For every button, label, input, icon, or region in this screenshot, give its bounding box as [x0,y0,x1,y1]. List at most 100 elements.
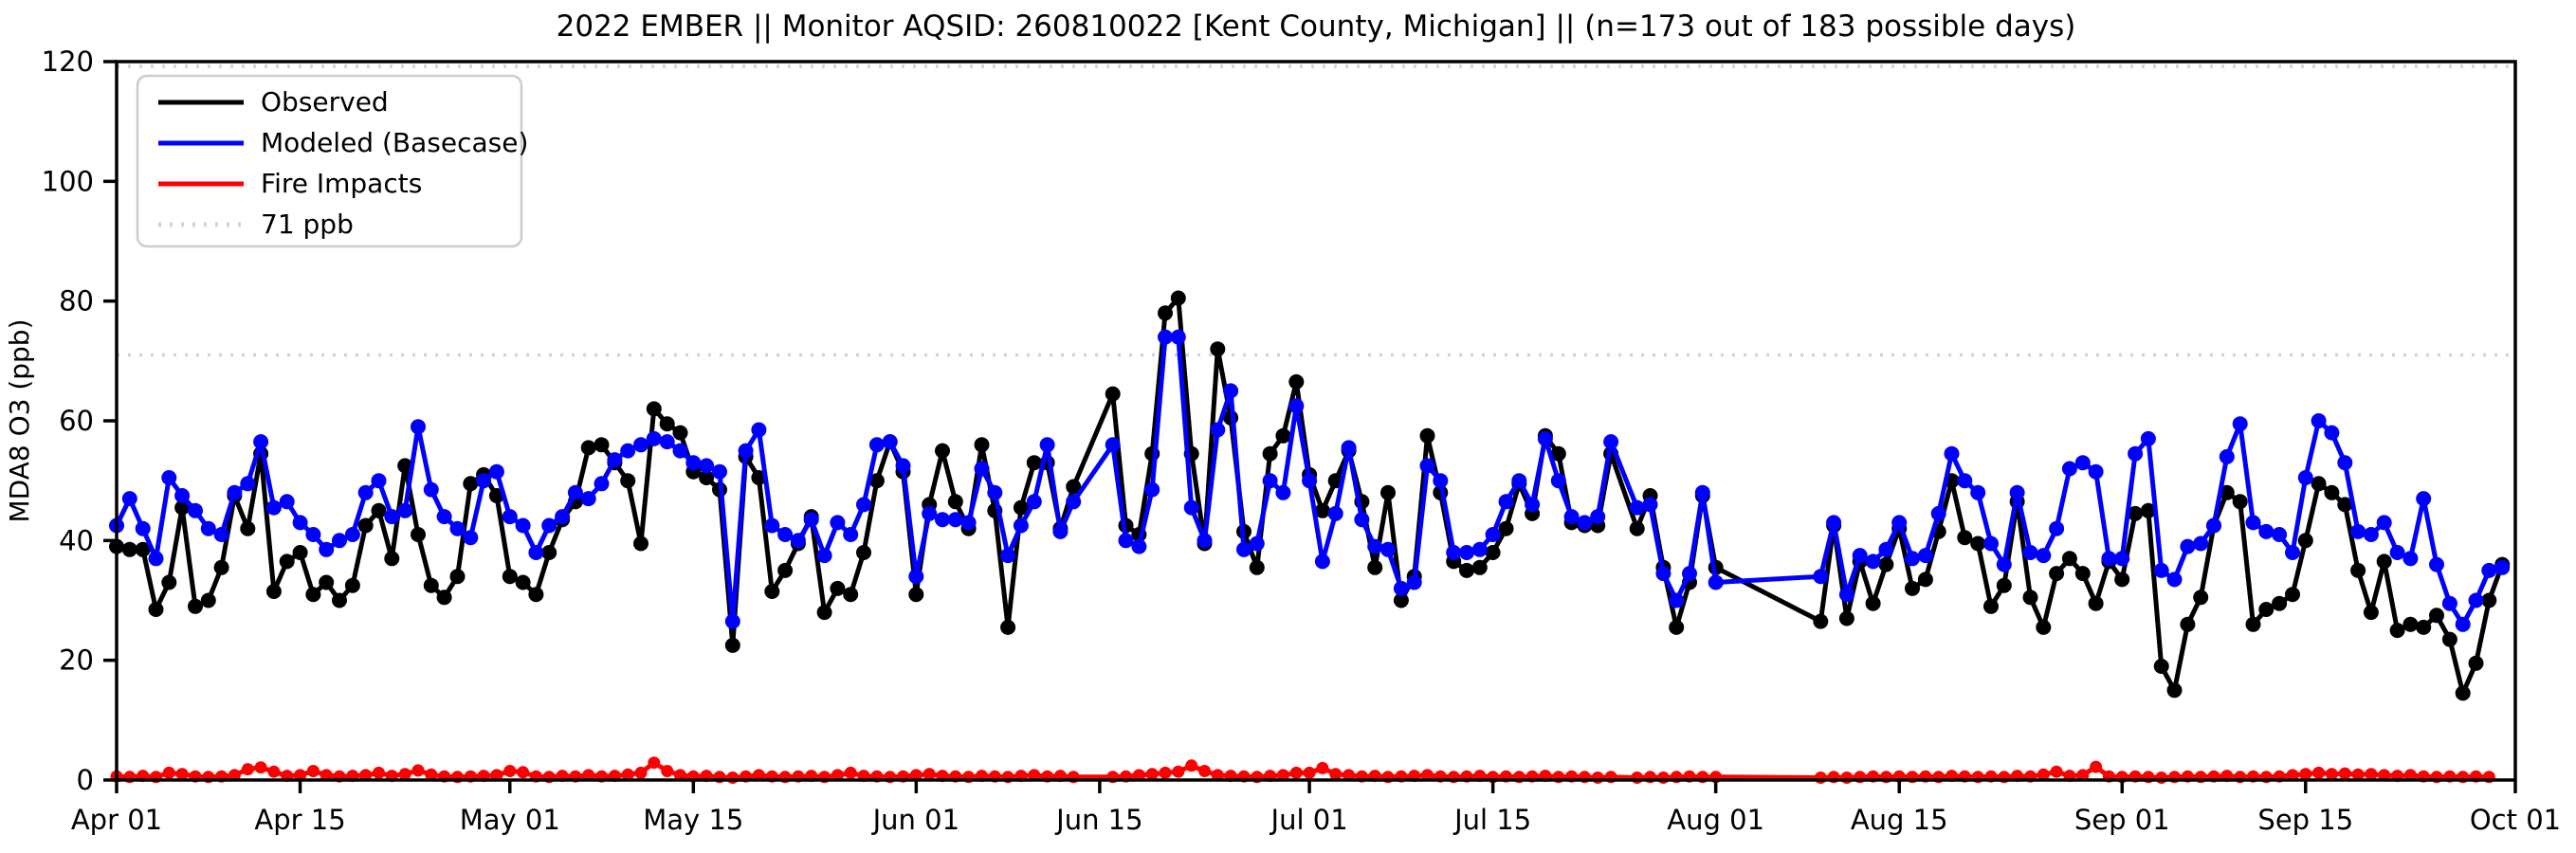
data-point [1000,619,1016,635]
data-point [423,481,439,498]
data-point [1183,499,1199,516]
data-point [816,548,832,564]
data-point [2285,545,2300,560]
data-point [2090,760,2103,773]
data-point [580,440,596,456]
data-point [517,766,530,779]
data-point [1485,545,1501,560]
y-tick-label: 40 [59,524,94,556]
data-point [1026,494,1042,510]
data-point [2153,659,2169,674]
data-point [397,458,413,474]
data-point [2441,631,2457,647]
legend-label: Fire Impacts [261,168,422,199]
data-point [1631,771,1644,784]
legend-label: Observed [261,86,389,118]
data-point [674,769,686,782]
data-point [790,533,806,549]
data-point [161,574,177,590]
data-point [357,517,374,534]
data-point [2312,766,2326,779]
data-point [1421,769,1434,782]
data-point [1066,479,1082,495]
data-point [843,587,859,603]
data-point [1485,527,1501,542]
data-point [1682,566,1697,582]
data-point [436,590,452,606]
data-point [2193,535,2209,552]
data-point [856,545,871,560]
data-point [1210,341,1226,357]
data-point [306,765,320,777]
data-point [135,541,151,557]
data-point [292,515,308,531]
data-point [1917,548,1933,564]
data-point [1406,574,1422,590]
data-point [373,766,385,779]
data-point [672,443,688,459]
data-point [2416,491,2432,507]
y-tick-label: 60 [59,405,94,437]
data-point [502,509,518,525]
data-point [2180,538,2196,554]
data-point [2363,605,2379,621]
data-point [1840,771,1854,784]
data-point [1343,769,1356,782]
data-point [411,527,426,542]
data-point [1144,481,1160,498]
data-point [449,520,466,536]
data-point [947,512,963,528]
data-point [267,765,281,778]
data-point [2140,430,2156,446]
data-point [2036,548,2052,564]
data-point [2351,768,2365,781]
data-point [2258,523,2275,539]
data-point [398,768,411,781]
data-point [240,476,256,492]
data-point [1591,771,1604,784]
data-point [1052,523,1069,539]
data-point [253,434,269,450]
data-point [2088,463,2104,480]
data-point [987,484,1003,500]
chart-title: 2022 EMBER || Monitor AQSID: 260810022 [… [557,9,2076,44]
data-point [1354,512,1370,528]
data-point [844,766,857,779]
data-point [1275,427,1291,444]
data-point [2022,590,2038,606]
data-point [502,569,518,585]
data-point [1957,530,1973,546]
data-point [332,592,347,608]
data-point [1459,562,1474,578]
data-point [2403,769,2417,782]
data-point [1170,290,1186,306]
data-point [2049,566,2065,582]
data-point [265,499,282,516]
data-point [2297,470,2313,485]
data-point [2481,562,2497,578]
data-point [254,761,267,774]
data-point [908,587,924,603]
data-point [1996,556,2012,572]
data-point [1669,619,1685,635]
data-point [174,488,191,503]
data-point [213,527,229,542]
data-point [1905,580,1920,596]
data-point [1131,538,1147,554]
data-point [1852,548,1868,564]
data-point [646,401,662,417]
data-point [200,592,216,608]
data-point [868,437,885,453]
data-point [1471,559,1488,575]
data-point [1118,533,1134,549]
data-point [2416,619,2432,635]
data-point [1066,494,1082,510]
data-point [2140,502,2156,518]
data-point [1669,592,1685,608]
y-tick-label: 0 [77,764,94,796]
data-point [188,598,203,614]
data-point [1276,769,1289,782]
data-point [2350,523,2366,539]
legend-label: 71 ppb [261,209,354,240]
data-point [1275,484,1291,500]
